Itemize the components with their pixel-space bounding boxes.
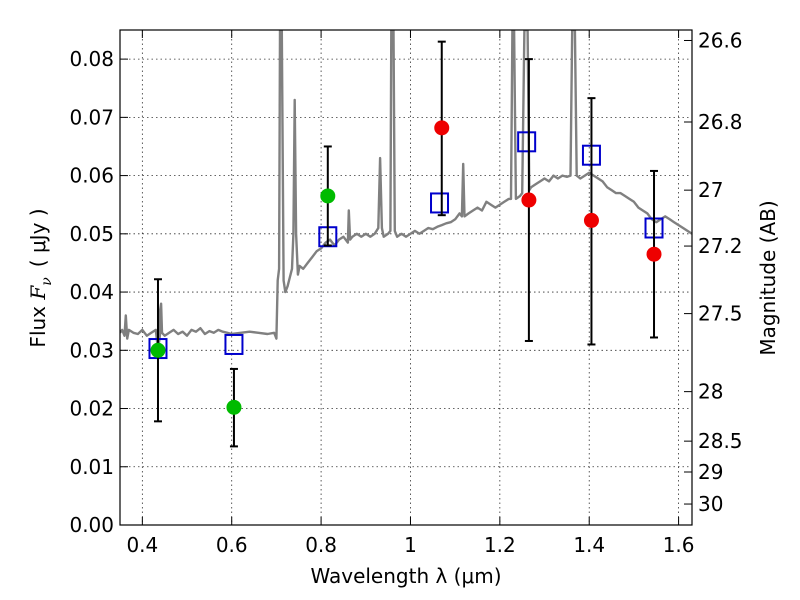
grid [120,30,692,526]
y-axis-label: Flux Fν( μJy ) [26,208,55,347]
data-point [320,188,336,204]
y-tick-label: 0.04 [69,280,114,304]
y2-tick-label: 27.5 [698,302,743,326]
y-tick-label: 0.00 [69,513,114,537]
model-square [224,333,244,355]
y-tick-label: 0.07 [69,105,114,129]
y2-tick-label: 26.8 [698,110,743,134]
y-tick-label: 0.05 [69,222,114,246]
y-tick-label: 0.08 [69,47,114,71]
data-point [150,342,166,358]
y2-tick-label: 29 [698,460,723,484]
y2-axis-label: Magnitude (AB) [756,200,780,355]
x-tick-label: 1.4 [573,533,605,557]
y2-tick-label: 28 [698,380,723,404]
data-point [434,120,450,136]
data-point [226,399,242,415]
plot-frame [119,29,693,526]
data-point [583,212,599,228]
data-point [646,246,662,262]
y2-tick-label: 27.2 [698,234,743,258]
x-tick-label: 0.8 [305,533,337,557]
data-point [521,192,537,208]
y-tick-label: 0.06 [69,164,114,188]
spectrum-line [120,30,692,352]
x-tick-label: 1 [404,533,417,557]
y-tick-label: 0.01 [69,455,114,479]
y2-tick-label: 30 [698,492,723,516]
model-square [517,131,537,153]
axes: 0.4 0.6 0.8 1 1.2 1.4 1.6 0.00 0.01 0.02 0.03 0.04 0… [69,28,742,557]
x-tick-label: 1.2 [484,533,516,557]
x-tick-label: 0.6 [216,533,248,557]
x-axis-label: Wavelength λ (μm) [310,564,501,588]
y2-tick-label: 28.5 [698,429,743,453]
y2-tick-label: 27 [698,178,723,202]
y2-tick-label: 26.6 [698,28,743,52]
y-tick-label: 0.03 [69,338,114,362]
y-tick-label: 0.02 [69,397,114,421]
model-square [430,192,450,214]
plot-area [120,30,692,448]
x-tick-label: 1.6 [663,533,695,557]
x-tick-label: 0.4 [126,533,158,557]
